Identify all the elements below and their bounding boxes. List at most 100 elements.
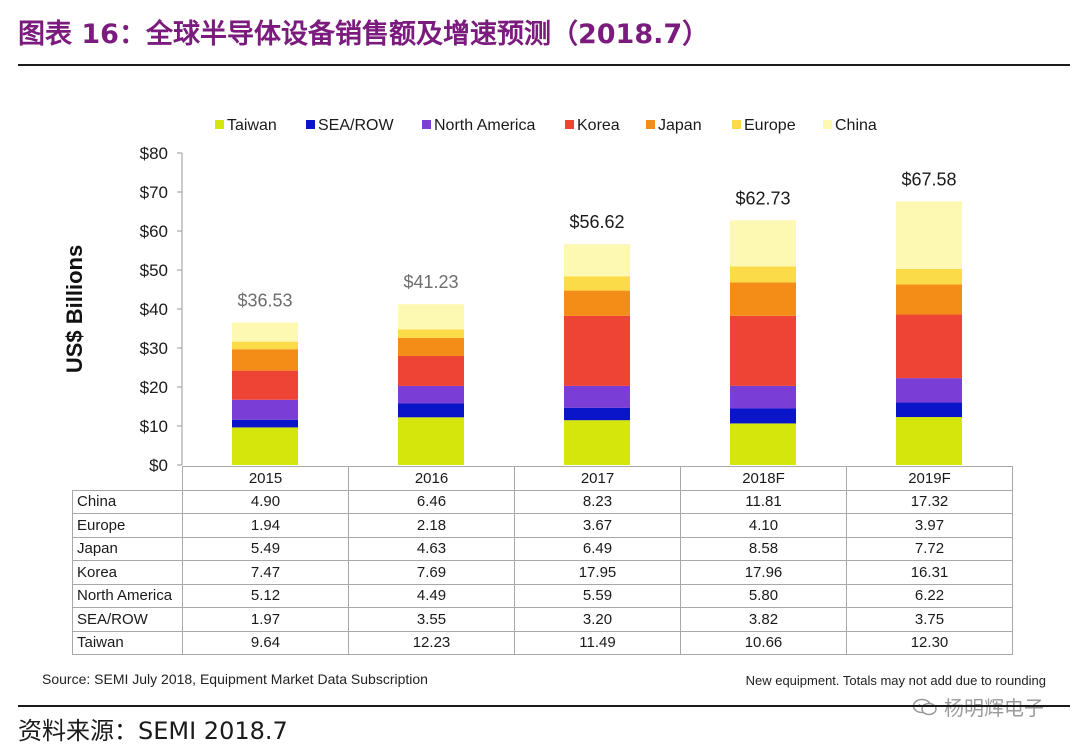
table-cell: 5.59 bbox=[514, 583, 681, 608]
table-cell: 3.82 bbox=[680, 607, 847, 632]
table-cell: 10.66 bbox=[680, 630, 847, 655]
bar-segment bbox=[564, 407, 630, 421]
legend-label: Japan bbox=[658, 117, 702, 134]
bar-segment bbox=[398, 385, 464, 404]
table-cell: 5.49 bbox=[182, 536, 349, 561]
table-cell: 6.49 bbox=[514, 536, 681, 561]
bar-segment bbox=[564, 290, 630, 316]
table-cell: 6.46 bbox=[348, 489, 515, 514]
table-row: North America 5.12 4.49 5.59 5.80 6.22 bbox=[72, 583, 1013, 608]
table-cell: 17.32 bbox=[846, 489, 1013, 514]
source-divider bbox=[18, 705, 1070, 707]
bar-segment bbox=[398, 355, 464, 386]
table-cell: 16.31 bbox=[846, 560, 1013, 585]
bar-segment bbox=[564, 276, 630, 291]
table-row-label: Japan bbox=[72, 536, 183, 561]
table-cell: 12.30 bbox=[846, 630, 1013, 655]
figure-source: 资料来源：SEMI 2018.7 bbox=[18, 717, 288, 745]
table-cell: 8.58 bbox=[680, 536, 847, 561]
legend-label: Korea bbox=[577, 117, 620, 134]
bar-segment bbox=[730, 385, 796, 409]
bar-segment bbox=[730, 315, 796, 386]
table-cell: 4.90 bbox=[182, 489, 349, 514]
bar-segment bbox=[564, 385, 630, 408]
total-label: $36.53 bbox=[237, 291, 292, 311]
bar-segment bbox=[564, 315, 630, 386]
table-corner bbox=[72, 466, 183, 491]
table-cell: 3.75 bbox=[846, 607, 1013, 632]
bar-segment bbox=[232, 341, 298, 350]
table-column-header: 2017 bbox=[514, 466, 681, 491]
chart-legend: Taiwan SEA/ROW North America Korea Japan Euro… bbox=[215, 117, 877, 134]
bar-segment bbox=[896, 201, 962, 269]
table-cell: 17.95 bbox=[514, 560, 681, 585]
bar-segment bbox=[232, 349, 298, 371]
table-cell: 3.97 bbox=[846, 513, 1013, 538]
legend-label: Taiwan bbox=[227, 117, 277, 134]
table-row-label: Europe bbox=[72, 513, 183, 538]
table-cell: 7.69 bbox=[348, 560, 515, 585]
table-cell: 7.72 bbox=[846, 536, 1013, 561]
bar-segment bbox=[730, 423, 796, 465]
legend-swatch bbox=[732, 120, 741, 129]
total-label: $62.73 bbox=[735, 188, 790, 208]
table-row: China 4.90 6.46 8.23 11.81 17.32 bbox=[72, 489, 1013, 514]
bar-segment bbox=[232, 322, 298, 342]
bar-segment bbox=[398, 304, 464, 330]
legend-label: SEA/ROW bbox=[318, 117, 394, 134]
bar-segment bbox=[232, 370, 298, 400]
table-cell: 9.64 bbox=[182, 630, 349, 655]
table-cell: 7.47 bbox=[182, 560, 349, 585]
legend-label: Europe bbox=[744, 117, 796, 134]
table-cell: 17.96 bbox=[680, 560, 847, 585]
bar-segment bbox=[398, 329, 464, 338]
bar-segment bbox=[730, 408, 796, 424]
table-cell: 12.23 bbox=[348, 630, 515, 655]
legend-swatch bbox=[306, 120, 315, 129]
bar-segment bbox=[232, 427, 298, 465]
bar-segment bbox=[896, 378, 962, 403]
y-tick-label: $30 bbox=[140, 339, 168, 358]
table-row: Europe 1.94 2.18 3.67 4.10 3.97 bbox=[72, 513, 1013, 538]
title-divider bbox=[18, 64, 1070, 66]
bar-segment bbox=[730, 282, 796, 316]
table-cell: 3.55 bbox=[348, 607, 515, 632]
legend-swatch bbox=[422, 120, 431, 129]
table-row-label: Taiwan bbox=[72, 630, 183, 655]
bar-segment bbox=[398, 403, 464, 418]
bar-stacks bbox=[232, 201, 962, 465]
bar-segment bbox=[896, 284, 962, 315]
table-cell: 5.80 bbox=[680, 583, 847, 608]
y-tick-label: $60 bbox=[140, 222, 168, 241]
total-label: $41.23 bbox=[403, 272, 458, 292]
table-cell: 8.23 bbox=[514, 489, 681, 514]
legend-swatch bbox=[646, 120, 655, 129]
legend-label: China bbox=[835, 117, 877, 134]
table-row-label: China bbox=[72, 489, 183, 514]
legend-swatch bbox=[565, 120, 574, 129]
table-cell: 4.10 bbox=[680, 513, 847, 538]
bar-segment bbox=[232, 399, 298, 420]
legend-label: North America bbox=[434, 117, 535, 134]
legend-swatch bbox=[215, 120, 224, 129]
y-tick-label: $40 bbox=[140, 300, 168, 319]
table-column-header: 2015 bbox=[182, 466, 349, 491]
bar-segment bbox=[896, 268, 962, 285]
bar-segment bbox=[730, 220, 796, 267]
y-tick-label: $50 bbox=[140, 261, 168, 280]
table-column-header: 2016 bbox=[348, 466, 515, 491]
total-labels: $36.53 $41.23 $56.62 $62.73 $67.58 bbox=[237, 169, 956, 310]
total-label: $67.58 bbox=[901, 169, 956, 189]
bar-segment bbox=[896, 402, 962, 418]
y-tick-label: $20 bbox=[140, 378, 168, 397]
y-axis: $0$10$20$30$40$50$60$70$80 bbox=[140, 144, 183, 472]
stacked-bar-chart: Taiwan SEA/ROW North America Korea Japan Euro… bbox=[62, 117, 962, 472]
bar-segment bbox=[398, 337, 464, 356]
table-cell: 11.81 bbox=[680, 489, 847, 514]
watermark-text: 杨明辉电子 bbox=[944, 696, 1044, 720]
table-cell: 5.12 bbox=[182, 583, 349, 608]
table-row-label: Korea bbox=[72, 560, 183, 585]
bar-segment bbox=[564, 420, 630, 465]
y-axis-label: US$ Billions bbox=[62, 245, 87, 373]
table-column-header: 2019F bbox=[846, 466, 1013, 491]
